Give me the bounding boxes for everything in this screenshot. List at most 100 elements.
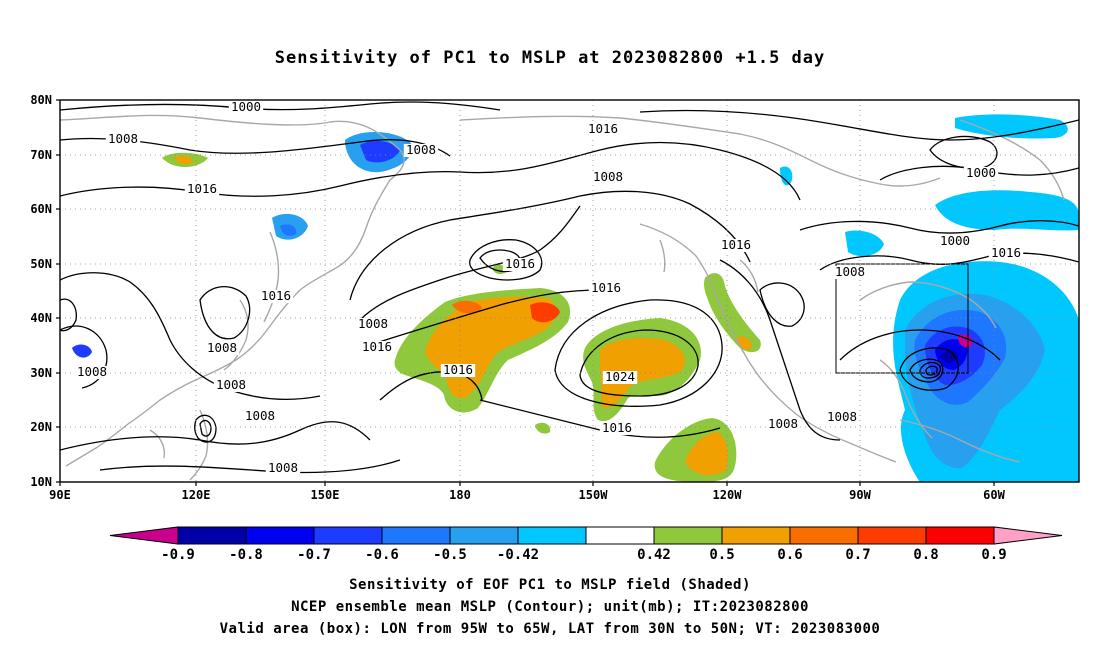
coastline xyxy=(223,299,249,371)
colorbar-label: -0.9 xyxy=(161,547,195,563)
contour-label-text: 1008 xyxy=(207,340,237,355)
contour-line xyxy=(639,109,1079,141)
colorbar-segment xyxy=(381,526,451,545)
colorbar-segment xyxy=(721,526,791,545)
contour-label-text: 1008 xyxy=(768,416,798,431)
contour-label-bg xyxy=(242,410,278,423)
contour-line xyxy=(199,419,212,437)
lat-tick-label: 80N xyxy=(30,93,52,107)
contour-line xyxy=(919,361,942,379)
contour-line xyxy=(60,325,108,389)
contour-label: 1008 xyxy=(74,364,110,379)
contour-label-bg xyxy=(213,379,249,392)
contour-label-bg xyxy=(590,171,626,184)
contour-label: 1016 xyxy=(359,339,395,354)
colorbar-segment xyxy=(177,526,247,545)
contour-label-bg xyxy=(440,364,476,377)
coastline xyxy=(149,429,166,459)
blue-patch xyxy=(72,344,92,358)
orange-patch xyxy=(600,338,685,409)
axis-ticks xyxy=(56,99,995,486)
contour-line xyxy=(759,282,805,327)
blue-patch xyxy=(940,350,958,363)
coastline xyxy=(879,359,933,439)
contour-label-text: 1016 xyxy=(187,181,217,196)
contour-label-text: 1008 xyxy=(216,377,246,392)
caption-line: Valid area (box): LON from 95W to 65W, L… xyxy=(219,621,881,637)
coastline xyxy=(809,159,941,187)
green-patch xyxy=(704,273,761,353)
lon-tick-label: 150E xyxy=(311,488,340,502)
coastlines xyxy=(60,114,1065,481)
contour-label-bg xyxy=(824,411,860,424)
contour-label: 1008 xyxy=(204,340,240,355)
orange-patch xyxy=(685,432,728,476)
contour-label: 1016 xyxy=(585,121,621,136)
plot-area: 1000 1008 1008 1016 1016 1008 1000 1016 1000 1008… xyxy=(30,93,1080,502)
colorbar-label: -0.6 xyxy=(365,547,399,563)
contour-label-text: 1008 xyxy=(593,169,623,184)
orange-patch xyxy=(736,336,752,350)
contour-label-text: 1008 xyxy=(268,460,298,475)
contour-label-bg xyxy=(204,342,240,355)
coastline xyxy=(659,239,666,273)
colorbar-segment xyxy=(789,526,859,545)
contour-line xyxy=(349,190,751,301)
mslp-contours xyxy=(60,101,1079,474)
figure-captions: Sensitivity of EOF PC1 to MSLP field (Sh… xyxy=(0,574,1100,640)
coastline xyxy=(795,413,897,463)
coastline xyxy=(127,267,337,425)
map-title: Sensitivity of PC1 to MSLP at 2023082800… xyxy=(274,48,826,68)
contour-label-bg xyxy=(963,167,999,180)
blue-patch xyxy=(955,114,1068,139)
contour-label-bg xyxy=(832,266,868,279)
contour-label-bg xyxy=(502,258,538,271)
contour-line xyxy=(369,289,601,346)
contour-label: 1008 xyxy=(832,264,868,279)
contour-label-bg xyxy=(228,101,264,114)
colorbar-segment xyxy=(653,526,723,545)
lon-tick-label: 120E xyxy=(182,488,211,502)
contour-label-bg xyxy=(265,462,301,475)
contour-line xyxy=(60,272,321,401)
contour-label-bg xyxy=(765,418,801,431)
contour-line xyxy=(469,239,543,281)
contour-line xyxy=(799,220,1079,234)
contour-line xyxy=(554,299,723,407)
contour-line xyxy=(579,329,699,397)
contour-label-text: 1024 xyxy=(605,369,635,384)
contour-line xyxy=(899,347,959,391)
coastline xyxy=(859,281,997,329)
blue-patch xyxy=(360,140,400,163)
orange-patch xyxy=(174,155,194,165)
contour-line xyxy=(909,358,944,383)
contour-label: 1016 xyxy=(588,280,624,295)
green-patch xyxy=(535,422,551,434)
blue-patch xyxy=(845,230,884,257)
colorbar: -0.9 -0.8 -0.7 -0.6 -0.5 -0.42 0.42 0.5 0.6 0.7 0.… xyxy=(109,526,1063,563)
contour-label-bg xyxy=(258,290,294,303)
contour-label: 1016 xyxy=(502,256,538,271)
lat-tick-label: 20N xyxy=(30,420,52,434)
contour-label: 1008 xyxy=(242,408,278,423)
contour-label: 1000 xyxy=(937,233,973,248)
contour-label-bg xyxy=(105,133,141,146)
colorbar-label: -0.42 xyxy=(497,547,539,563)
contour-label-bg xyxy=(602,371,638,384)
lon-tick-label: 60W xyxy=(983,488,1005,502)
contour-label-text: 1000 xyxy=(231,99,261,114)
lat-tick-label: 50N xyxy=(30,257,52,271)
colorbar-segment xyxy=(925,526,995,545)
contour-label-bg xyxy=(988,247,1024,260)
contour-label: 1008 xyxy=(765,416,801,431)
contour-label-text: 1008 xyxy=(77,364,107,379)
contour-label-bg xyxy=(359,341,395,354)
contour-label-text: 1016 xyxy=(362,339,392,354)
lon-tick-label: 150W xyxy=(579,488,609,502)
contour-label: 1008 xyxy=(355,316,391,331)
magenta-patch xyxy=(958,334,973,348)
colorbar-segment xyxy=(313,526,383,545)
lat-tick-label: 10N xyxy=(30,475,52,489)
colorbar-label: -0.8 xyxy=(229,547,263,563)
colorbar-high-end xyxy=(993,526,1063,545)
